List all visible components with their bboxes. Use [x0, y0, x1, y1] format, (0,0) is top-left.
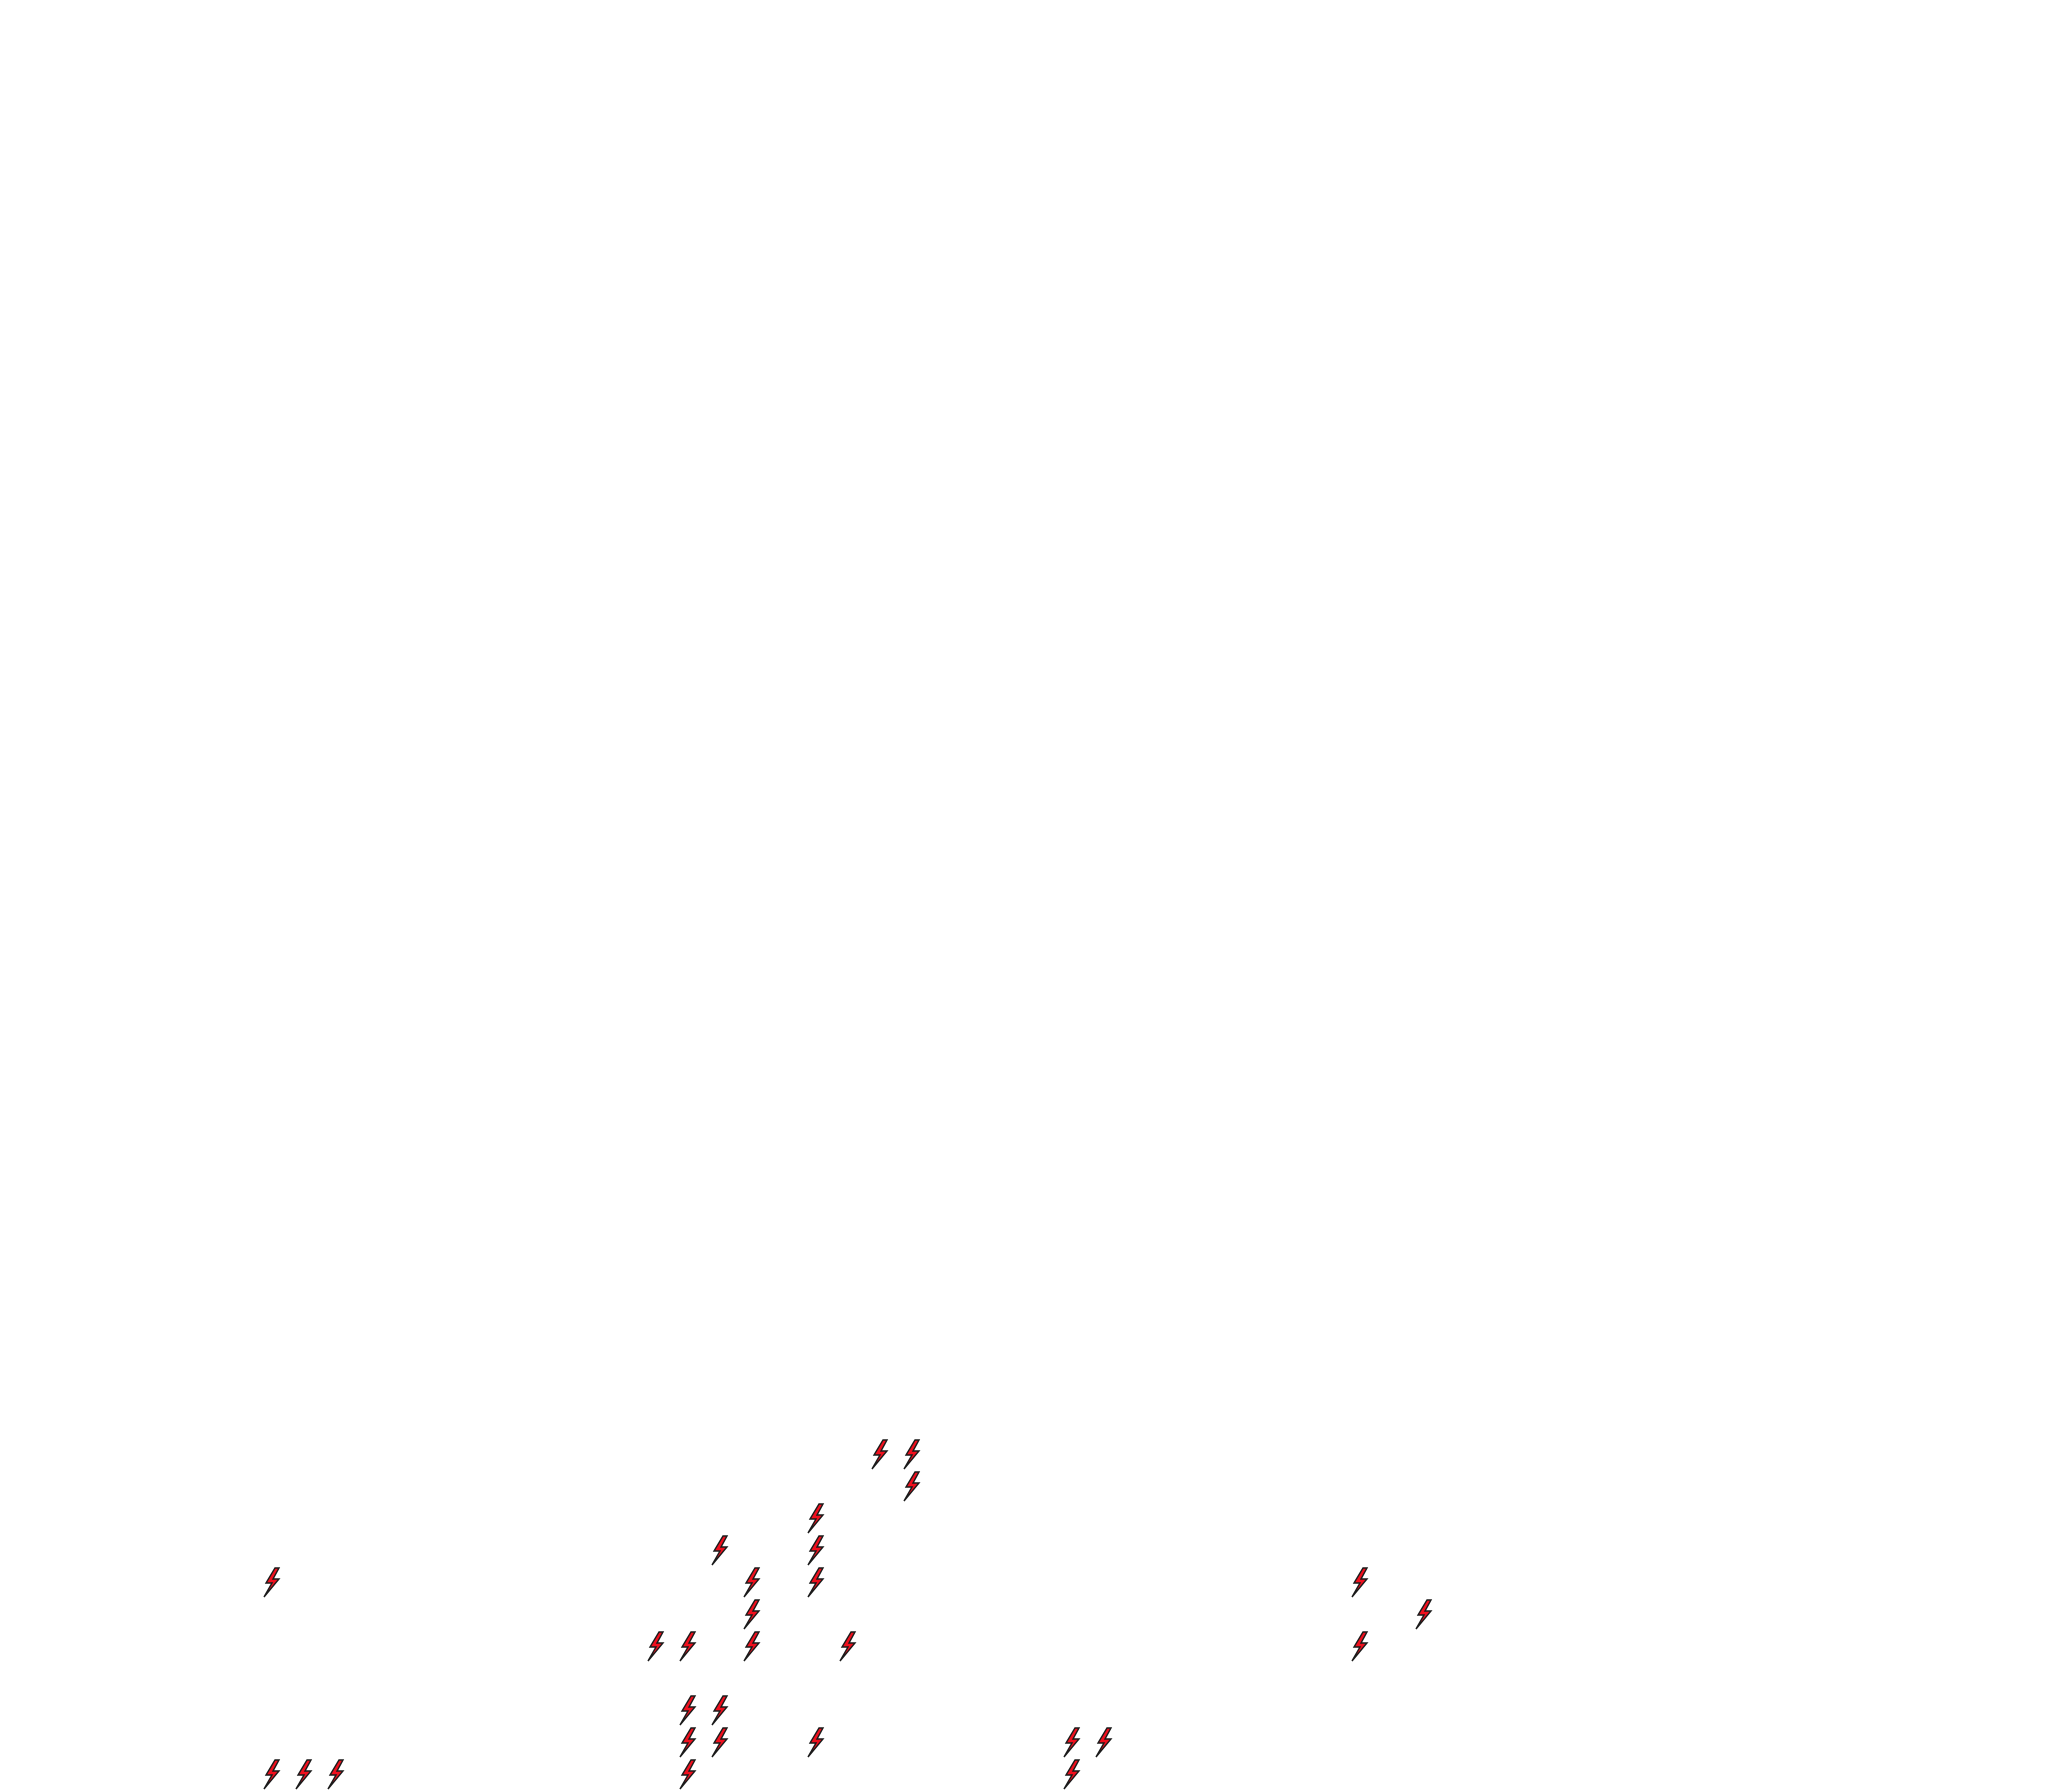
- lightning-icon: [711, 1727, 728, 1758]
- lightning-icon: [807, 1567, 824, 1598]
- lightning-icon: [711, 1535, 728, 1566]
- lightning-icon: [679, 1695, 696, 1726]
- lightning-icon: [679, 1727, 696, 1758]
- lightning-icon: [1095, 1727, 1112, 1758]
- lightning-icon: [743, 1599, 760, 1630]
- lightning-icon: [871, 1439, 888, 1470]
- lightning-icon: [839, 1631, 856, 1662]
- lightning-icon: [903, 1439, 920, 1470]
- lightning-icon: [1351, 1567, 1368, 1598]
- lightning-icon: [711, 1695, 728, 1726]
- lightning-icon: [1351, 1631, 1368, 1662]
- lightning-icon: [295, 1759, 312, 1790]
- lightning-icon: [679, 1631, 696, 1662]
- lightning-icon: [1063, 1759, 1080, 1790]
- lightning-icon: [263, 1759, 280, 1790]
- lightning-icon: [807, 1535, 824, 1566]
- lightning-icon: [679, 1759, 696, 1790]
- lightning-icon: [807, 1727, 824, 1758]
- lightning-icon: [1063, 1727, 1080, 1758]
- lightning-icon: [327, 1759, 344, 1790]
- lightning-icon: [1415, 1599, 1432, 1630]
- lightning-icon: [263, 1567, 280, 1598]
- lightning-icon: [743, 1631, 760, 1662]
- lightning-icon: [807, 1503, 824, 1534]
- lightning-icon: [743, 1567, 760, 1598]
- lightning-icon: [647, 1631, 664, 1662]
- lightning-icon: [903, 1471, 920, 1502]
